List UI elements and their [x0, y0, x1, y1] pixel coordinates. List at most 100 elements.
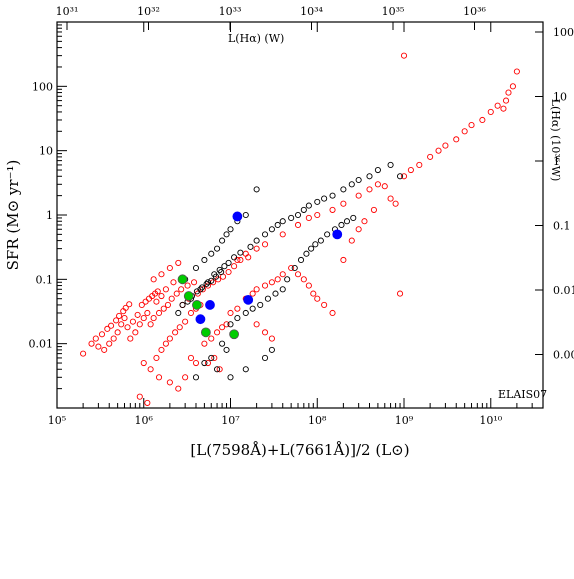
data-point	[111, 336, 116, 341]
data-point	[262, 330, 267, 335]
data-point	[362, 219, 367, 224]
data-point	[254, 246, 259, 251]
data-point	[388, 162, 393, 167]
data-point	[202, 257, 207, 262]
data-point	[309, 246, 314, 251]
data-point	[176, 310, 181, 315]
data-point	[156, 375, 161, 380]
data-point	[119, 322, 124, 327]
data-point	[280, 232, 285, 237]
data-point	[243, 212, 248, 217]
data-point	[159, 347, 164, 352]
data-point	[177, 325, 182, 330]
data-point	[171, 280, 176, 285]
x-axis-title: [L(7598Å)+L(7661Å)]/2 (L⊙)	[190, 441, 409, 459]
data-point	[306, 215, 311, 220]
data-point	[115, 330, 120, 335]
data-point	[375, 167, 380, 172]
data-point	[265, 296, 270, 301]
data-point	[141, 360, 146, 365]
data-point	[318, 238, 323, 243]
data-point	[220, 238, 225, 243]
data-point	[180, 302, 185, 307]
field-label: ELAIS07	[498, 388, 547, 401]
data-point	[220, 341, 225, 346]
data-point	[81, 351, 86, 356]
data-point	[333, 230, 342, 239]
data-point	[130, 319, 135, 324]
data-point	[351, 215, 356, 220]
data-point	[454, 137, 459, 142]
data-point	[250, 306, 255, 311]
data-point	[96, 344, 101, 349]
y-tick-label: 1	[46, 209, 53, 222]
data-point	[93, 336, 98, 341]
data-point	[388, 196, 393, 201]
data-point	[179, 287, 184, 292]
data-point	[133, 330, 138, 335]
data-point	[436, 148, 441, 153]
data-point	[341, 201, 346, 206]
right-tick-label: 0.01	[553, 284, 574, 297]
data-point	[356, 177, 361, 182]
data-point	[238, 250, 243, 255]
data-points	[81, 53, 520, 405]
data-point	[262, 283, 267, 288]
data-point	[191, 280, 196, 285]
data-point	[367, 187, 372, 192]
data-point	[214, 330, 219, 335]
data-point	[169, 296, 174, 301]
data-point	[254, 287, 259, 292]
data-point	[262, 242, 267, 247]
data-point	[295, 212, 300, 217]
data-point	[209, 251, 214, 256]
data-point	[183, 319, 188, 324]
x-tick-label: 10⁷	[221, 414, 240, 427]
data-point	[356, 227, 361, 232]
data-point	[341, 187, 346, 192]
data-point	[154, 355, 159, 360]
right-tick-label: 100	[553, 26, 574, 39]
data-point	[289, 215, 294, 220]
tick-marks	[57, 22, 543, 408]
data-point	[167, 336, 172, 341]
data-point	[243, 310, 248, 315]
data-point	[397, 291, 402, 296]
data-point	[273, 291, 278, 296]
x-tick-label: 10⁹	[395, 414, 414, 427]
data-point	[367, 174, 372, 179]
data-point	[428, 154, 433, 159]
top-tick-label: 10³³	[219, 5, 242, 18]
data-point	[196, 315, 205, 324]
data-point	[167, 265, 172, 270]
data-point	[145, 310, 150, 315]
data-point	[349, 238, 354, 243]
data-point	[322, 196, 327, 201]
data-point	[226, 269, 231, 274]
data-point	[339, 222, 344, 227]
data-point	[165, 302, 170, 307]
data-point	[330, 207, 335, 212]
data-point	[275, 277, 280, 282]
data-point	[503, 98, 508, 103]
data-point	[393, 201, 398, 206]
data-point	[224, 232, 229, 237]
data-point	[102, 347, 107, 352]
data-point	[315, 212, 320, 217]
data-point	[510, 84, 515, 89]
data-point	[514, 69, 519, 74]
top-tick-label: 10³²	[137, 5, 160, 18]
data-point	[269, 280, 274, 285]
data-point	[137, 322, 142, 327]
data-point	[322, 302, 327, 307]
data-point	[156, 310, 161, 315]
data-point	[285, 277, 290, 282]
data-point	[99, 332, 104, 337]
y-tick-label: 0.01	[29, 338, 54, 351]
data-point	[148, 322, 153, 327]
data-point	[356, 193, 361, 198]
data-point	[371, 207, 376, 212]
data-point	[89, 341, 94, 346]
data-point	[228, 375, 233, 380]
